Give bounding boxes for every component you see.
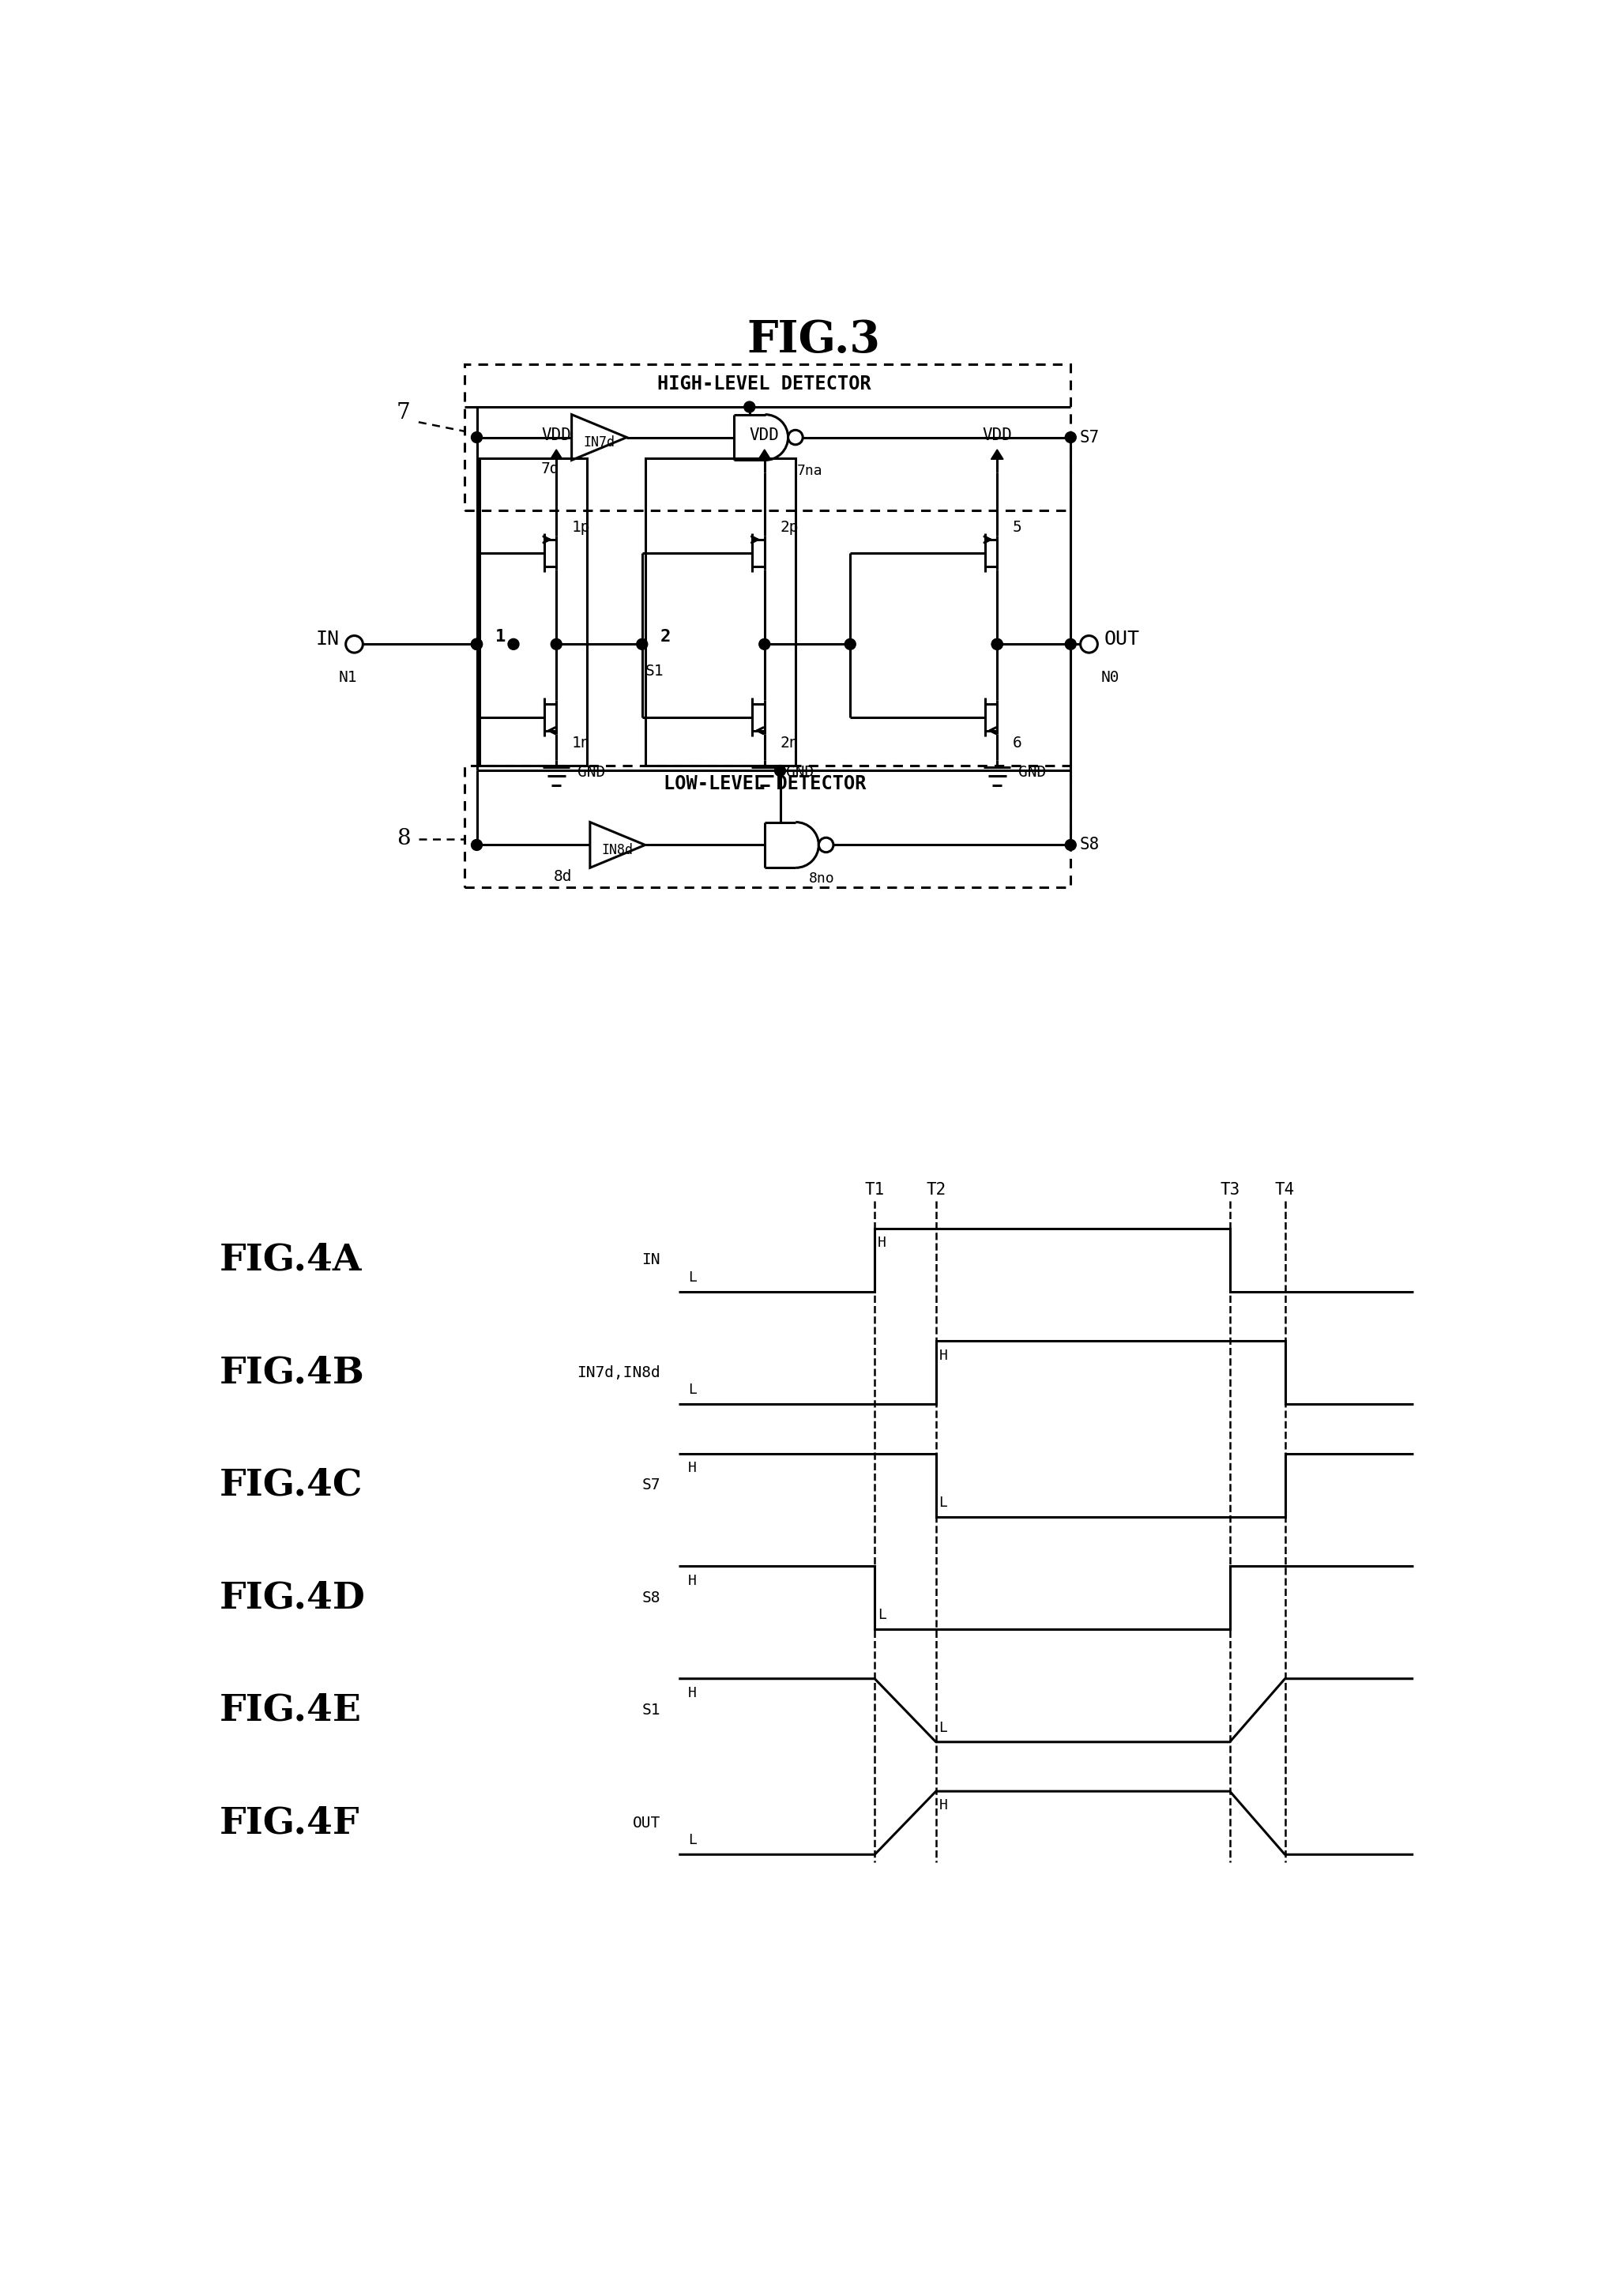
Circle shape xyxy=(472,432,483,443)
Text: VDD: VDD xyxy=(541,427,572,443)
Text: T2: T2 xyxy=(926,1182,947,1199)
Text: 7: 7 xyxy=(396,402,411,425)
Text: 1n: 1n xyxy=(572,735,591,751)
Text: 2p: 2p xyxy=(779,519,799,535)
Text: 2: 2 xyxy=(660,629,671,645)
Circle shape xyxy=(509,638,518,650)
Text: L: L xyxy=(687,1382,697,1396)
Text: L: L xyxy=(687,1270,697,1283)
Text: N1: N1 xyxy=(340,670,357,684)
Text: 1: 1 xyxy=(496,629,506,645)
Text: L: L xyxy=(687,1832,697,1848)
Text: GND: GND xyxy=(578,765,605,778)
Text: 8: 8 xyxy=(396,829,411,850)
Text: H: H xyxy=(687,1685,697,1701)
Text: T1: T1 xyxy=(865,1182,884,1199)
Circle shape xyxy=(992,638,1003,650)
Text: H: H xyxy=(877,1235,887,1249)
Circle shape xyxy=(774,765,786,776)
Text: IN8d: IN8d xyxy=(602,843,633,856)
Polygon shape xyxy=(551,450,562,459)
Bar xyxy=(480,459,588,767)
Text: FIG.4E: FIG.4E xyxy=(219,1692,362,1729)
Text: OUT: OUT xyxy=(633,1816,660,1830)
Text: 8no: 8no xyxy=(808,870,834,886)
Circle shape xyxy=(744,402,755,413)
Circle shape xyxy=(845,638,857,650)
Bar xyxy=(465,767,1071,889)
Text: IN: IN xyxy=(316,629,340,650)
Circle shape xyxy=(346,636,362,652)
Text: FIG.3: FIG.3 xyxy=(747,319,881,363)
Circle shape xyxy=(1066,638,1075,650)
Text: FIG.4D: FIG.4D xyxy=(219,1580,365,1616)
Text: FIG.4A: FIG.4A xyxy=(219,1242,362,1279)
Text: OUT: OUT xyxy=(1104,629,1140,650)
Text: 5: 5 xyxy=(1013,519,1022,535)
Text: L: L xyxy=(877,1607,887,1623)
Circle shape xyxy=(992,638,1003,650)
Text: HIGH-LEVEL DETECTOR: HIGH-LEVEL DETECTOR xyxy=(657,374,871,393)
Text: GND: GND xyxy=(786,765,813,778)
Text: S8: S8 xyxy=(1080,838,1100,852)
Text: LOW-LEVEL DETECTOR: LOW-LEVEL DETECTOR xyxy=(663,774,866,794)
Circle shape xyxy=(472,638,483,650)
Polygon shape xyxy=(758,450,771,459)
Circle shape xyxy=(551,638,562,650)
Circle shape xyxy=(1066,432,1075,443)
Circle shape xyxy=(787,429,803,445)
Circle shape xyxy=(636,638,647,650)
Text: S7: S7 xyxy=(1080,429,1100,445)
Text: H: H xyxy=(939,1798,948,1814)
Text: L: L xyxy=(939,1720,948,1736)
Circle shape xyxy=(819,838,834,852)
Text: 7d: 7d xyxy=(541,461,560,478)
Text: H: H xyxy=(687,1573,697,1589)
Text: 2n: 2n xyxy=(779,735,799,751)
Text: S7: S7 xyxy=(642,1479,660,1492)
Circle shape xyxy=(472,638,483,650)
Circle shape xyxy=(758,638,770,650)
Text: N0: N0 xyxy=(1101,670,1119,684)
Bar xyxy=(646,459,795,767)
Text: 7na: 7na xyxy=(797,464,823,478)
Text: H: H xyxy=(687,1460,697,1474)
Polygon shape xyxy=(992,450,1003,459)
Text: FIG.4C: FIG.4C xyxy=(219,1467,362,1504)
Text: FIG.4B: FIG.4B xyxy=(219,1355,365,1391)
Text: IN7d: IN7d xyxy=(583,436,615,450)
Text: 1p: 1p xyxy=(572,519,591,535)
Circle shape xyxy=(1066,840,1075,850)
Circle shape xyxy=(1080,636,1098,652)
Text: GND: GND xyxy=(1019,765,1046,778)
Circle shape xyxy=(472,840,483,850)
Text: L: L xyxy=(939,1495,948,1508)
Text: FIG.4F: FIG.4F xyxy=(219,1805,361,1841)
Text: IN7d,IN8d: IN7d,IN8d xyxy=(576,1366,660,1380)
Text: IN: IN xyxy=(642,1254,660,1267)
Text: T3: T3 xyxy=(1220,1182,1240,1199)
Circle shape xyxy=(472,638,483,650)
Text: S8: S8 xyxy=(642,1591,660,1605)
Text: S1: S1 xyxy=(642,1704,660,1717)
Bar xyxy=(465,365,1071,510)
Text: VDD: VDD xyxy=(750,427,779,443)
Text: T4: T4 xyxy=(1275,1182,1294,1199)
Text: H: H xyxy=(939,1348,948,1362)
Text: S1: S1 xyxy=(646,664,663,680)
Text: 8d: 8d xyxy=(554,870,572,884)
Text: VDD: VDD xyxy=(982,427,1013,443)
Text: 6: 6 xyxy=(1013,735,1022,751)
